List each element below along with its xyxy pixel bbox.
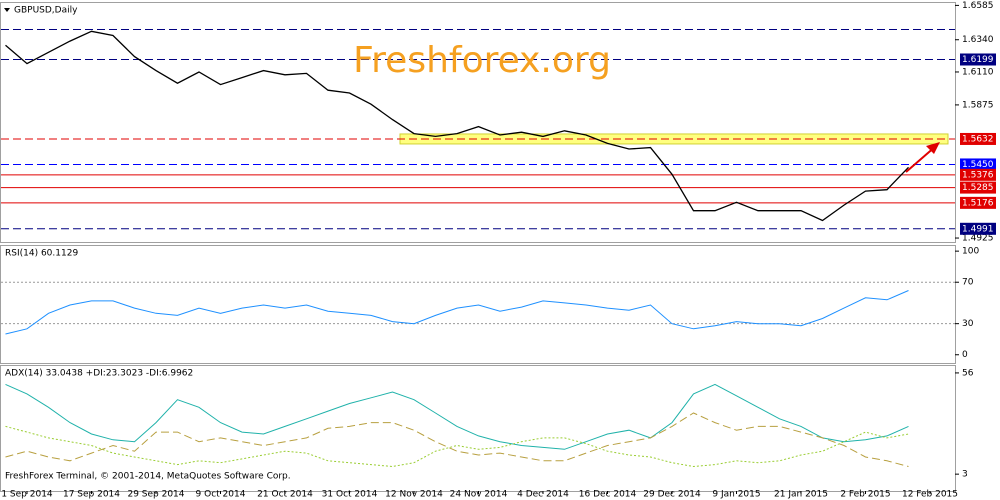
x-tick-label: 9 Jan 2015 xyxy=(712,490,760,500)
chart-title: GBPUSD,Daily xyxy=(14,6,78,16)
y-tick-label: 3 xyxy=(962,470,968,480)
y-tick-label: 70 xyxy=(962,278,974,288)
x-tick-label: 9 Oct 2014 xyxy=(196,490,246,500)
x-tick-label: 2 Feb 2015 xyxy=(840,490,890,500)
price-pane xyxy=(0,2,956,243)
x-tick-label: 12 Feb 2015 xyxy=(902,490,958,500)
y-tick-label: 0 xyxy=(962,350,968,360)
level-label: 1.4991 xyxy=(962,224,994,234)
x-tick-label: 12 Nov 2014 xyxy=(385,490,443,500)
x-tick-label: 16 Dec 2014 xyxy=(579,490,637,500)
level-label-box xyxy=(960,158,996,171)
data-line xyxy=(5,425,909,468)
level-label: 1.5632 xyxy=(962,134,994,144)
footer: FreshForex Terminal, © 2001-2014, MetaQu… xyxy=(5,472,291,482)
data-line xyxy=(5,30,909,222)
data-line xyxy=(5,290,909,335)
level-label-box xyxy=(960,168,996,181)
rsi-title: RSI(14) 60.1129 xyxy=(5,249,78,259)
y-tick-label: 1.6110 xyxy=(962,67,994,77)
watermark: Freshforex.org xyxy=(353,40,611,81)
x-tick-label: 31 Oct 2014 xyxy=(322,490,378,500)
adx-pane xyxy=(0,365,956,492)
y-tick-label: 56 xyxy=(962,368,974,378)
y-tick-label: 100 xyxy=(962,247,979,257)
x-tick-label: 1 Sep 2014 xyxy=(1,490,53,500)
y-tick-label: 1.6340 xyxy=(962,35,994,45)
x-tick-label: 29 Dec 2014 xyxy=(643,490,701,500)
level-label-box xyxy=(960,222,996,235)
data-line xyxy=(5,412,909,467)
level-label: 1.5376 xyxy=(962,170,994,180)
level-label-box xyxy=(960,181,996,194)
level-label-box xyxy=(960,196,996,209)
x-tick-label: 21 Oct 2014 xyxy=(257,490,313,500)
level-label: 1.5285 xyxy=(962,183,994,193)
level-label: 1.6199 xyxy=(962,55,994,65)
y-tick-label: 30 xyxy=(962,319,974,329)
x-tick-label: 29 Sep 2014 xyxy=(127,490,184,500)
x-tick-label: 4 Dec 2014 xyxy=(517,490,569,500)
level-label-box xyxy=(960,132,996,145)
y-tick-label: 1.5875 xyxy=(962,100,994,110)
data-line xyxy=(5,383,909,450)
x-tick-label: 21 Jan 2015 xyxy=(774,490,828,500)
x-tick-label: 24 Nov 2014 xyxy=(450,490,508,500)
pane-menu-icon xyxy=(4,8,10,12)
y-tick-label: 1.6585 xyxy=(962,1,994,11)
rsi-pane xyxy=(0,245,956,364)
level-label: 1.5176 xyxy=(962,198,994,208)
x-tick-label: 17 Sep 2014 xyxy=(63,490,120,500)
arrow-head xyxy=(926,142,940,154)
level-label-box xyxy=(960,53,996,66)
adx-title: ADX(14) 33.0438 +DI:23.3023 -DI:6.9962 xyxy=(5,369,193,379)
level-label: 1.5450 xyxy=(962,160,994,170)
y-tick-label: 1.4925 xyxy=(962,234,994,244)
